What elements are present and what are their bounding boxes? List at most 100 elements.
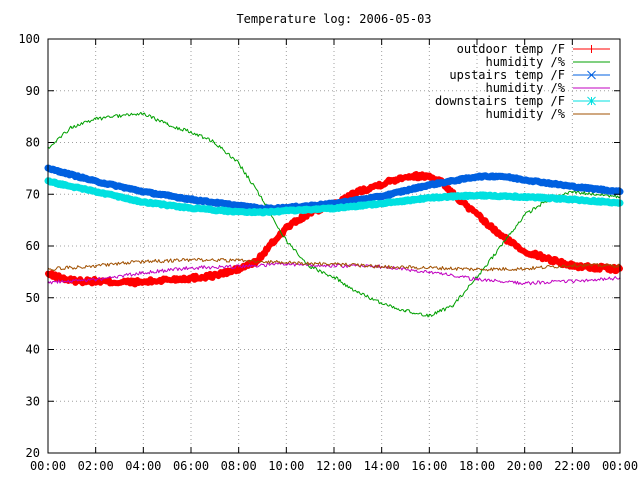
data-point [95, 118, 97, 120]
data-point [273, 240, 275, 242]
data-point [571, 198, 573, 200]
data-point [261, 211, 264, 213]
data-point [333, 265, 335, 267]
data-point [142, 113, 144, 115]
chart-title: Temperature log: 2006-05-03 [236, 12, 431, 26]
data-point [428, 271, 430, 273]
data-point [166, 123, 168, 125]
data-point [285, 263, 287, 265]
data-point [118, 115, 121, 117]
x-tick-label: 02:00 [78, 459, 114, 473]
legend-marker [587, 96, 596, 106]
series-layer [44, 111, 624, 318]
grid [48, 39, 620, 453]
legend-entry: downstairs temp /F [435, 94, 610, 108]
legend-label: outdoor temp /F [457, 42, 565, 56]
data-point [142, 272, 144, 274]
data-point [118, 281, 121, 283]
data-point [500, 235, 502, 237]
axes: 20 30 40 50 60 70 80 90 100 00:00 02:00 04:00 06:00 0… [18, 32, 638, 473]
data-point [428, 184, 430, 186]
data-point [190, 259, 192, 261]
legend-label: humidity /% [486, 55, 566, 69]
data-point [333, 203, 335, 205]
data-point [381, 195, 383, 197]
data-point [238, 162, 240, 164]
data-point [595, 193, 597, 195]
data-point [595, 267, 597, 269]
data-point [476, 214, 478, 216]
y-tick-label: 100 [18, 32, 40, 46]
legend-label: upstairs temp /F [449, 68, 565, 82]
data-point [142, 281, 144, 283]
data-point [142, 191, 144, 193]
data-point [190, 267, 192, 269]
data-point [571, 185, 573, 188]
data-point [524, 268, 526, 270]
data-point [238, 205, 240, 207]
legend-entry: humidity /% [486, 55, 610, 69]
data-point [524, 196, 526, 198]
data-point [190, 277, 192, 279]
legend-entry: upstairs temp /F [449, 68, 610, 82]
data-point [476, 268, 478, 270]
data-point [571, 264, 573, 266]
data-point [166, 279, 168, 281]
x-tick-label: 12:00 [316, 459, 352, 473]
data-point [238, 259, 240, 262]
data-point [357, 292, 359, 294]
data-point [381, 203, 383, 205]
data-point [238, 266, 240, 268]
x-tick-label: 00:00 [602, 459, 638, 473]
data-point [333, 276, 335, 278]
data-point [285, 210, 287, 212]
data-point [142, 201, 144, 203]
data-point [524, 179, 526, 181]
legend-entry: outdoor temp /F [457, 42, 610, 56]
x-tick-label: 18:00 [459, 459, 495, 473]
data-point [95, 180, 97, 182]
data-point [500, 245, 502, 247]
x-tick-label: 06:00 [173, 459, 209, 473]
data-point [95, 191, 97, 193]
x-tick-label: 22:00 [554, 459, 590, 473]
y-tick-label: 60 [26, 239, 40, 253]
data-point [190, 198, 192, 200]
y-tick-label: 20 [26, 446, 40, 460]
data-point [285, 262, 287, 264]
data-point [381, 183, 383, 185]
data-point [261, 198, 264, 200]
data-point [71, 126, 73, 128]
x-tick-label: 00:00 [30, 459, 66, 473]
data-point [524, 282, 526, 284]
y-tick-label: 80 [26, 136, 40, 150]
data-point [214, 274, 216, 277]
data-point [190, 207, 192, 209]
data-point [285, 227, 287, 229]
x-tick-label: 08:00 [221, 459, 257, 473]
x-tick-label: 14:00 [364, 459, 400, 473]
data-point [524, 214, 526, 216]
data-point [95, 279, 97, 281]
x-tick-label: 04:00 [125, 459, 161, 473]
legend-entry: humidity /% [486, 81, 610, 95]
data-point [476, 176, 478, 178]
data-point [142, 260, 144, 263]
data-point [571, 191, 573, 193]
data-point [476, 194, 478, 196]
data-point [571, 280, 573, 282]
data-point [476, 279, 478, 281]
data-point [357, 191, 359, 193]
data-point [500, 175, 502, 177]
data-point [285, 240, 287, 242]
data-point [404, 175, 407, 177]
data-point [428, 197, 430, 199]
legend-marker [587, 70, 596, 80]
legend-label: humidity /% [486, 81, 566, 95]
data-point [524, 250, 526, 252]
data-point [381, 302, 383, 304]
data-point [214, 141, 216, 144]
x-tick-label: 16:00 [411, 459, 447, 473]
